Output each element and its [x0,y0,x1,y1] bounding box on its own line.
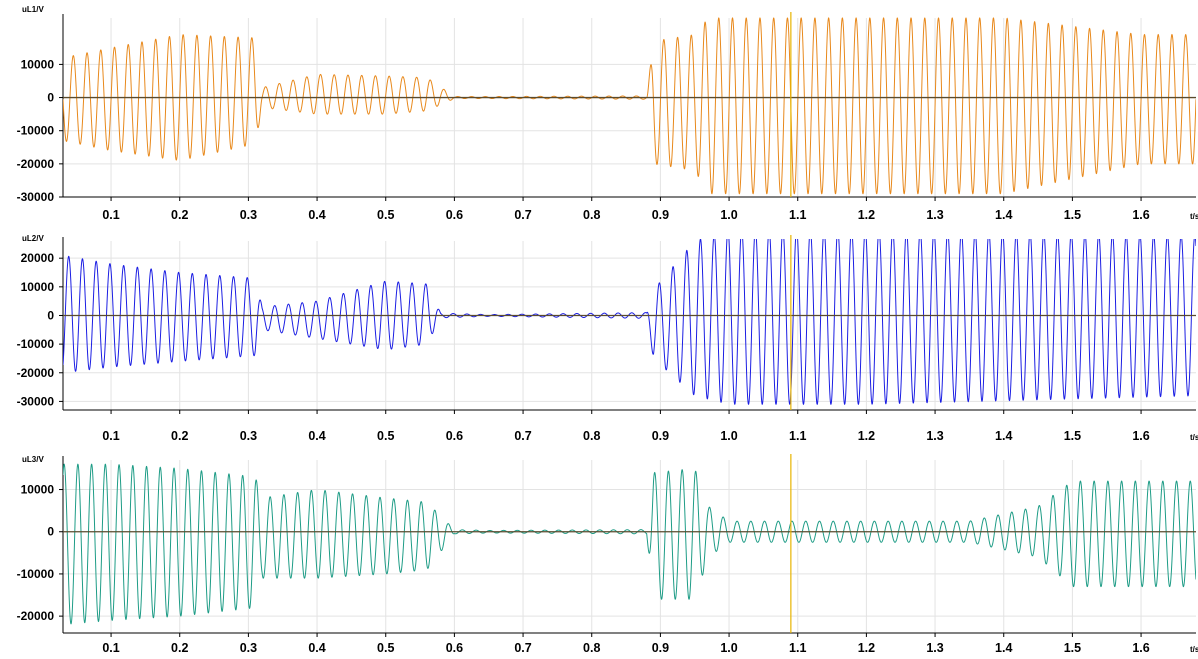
y-tick-label: 0 [47,525,54,539]
y-tick-label: -20000 [17,366,55,380]
y-tick-label: -10000 [17,567,55,581]
x-tick-label: 1.3 [926,429,943,443]
x-axis-label: t/s [1190,212,1198,221]
x-tick-label: 1.0 [720,641,737,655]
x-tick-label: 0.9 [652,429,669,443]
x-axis-label: t/s [1190,645,1198,654]
series-line-1 [63,239,1196,406]
y-tick-label: -10000 [17,337,55,351]
x-tick-label: 1.4 [995,641,1012,655]
series-line-1 [63,463,1196,625]
x-tick-label: 0.2 [171,641,188,655]
x-tick-label: 0.9 [652,641,669,655]
y-tick-label: -20000 [17,157,55,171]
y-tick-label: 10000 [21,280,55,294]
x-tick-label: 0.8 [583,429,600,443]
x-tick-label: 0.6 [446,429,463,443]
x-tick-label: 1.6 [1132,208,1149,222]
x-tick-label: 1.0 [720,429,737,443]
x-tick-label: 1.2 [858,208,875,222]
x-tick-label: 1.5 [1064,641,1081,655]
y-tick-label: -30000 [17,394,55,408]
x-tick-label: 0.2 [171,208,188,222]
x-tick-label: 0.1 [102,208,119,222]
x-tick-label: 0.5 [377,641,394,655]
x-tick-label: 0.4 [308,208,325,222]
y-axis-label: uL2/V [22,234,44,243]
x-tick-label: 0.1 [102,429,119,443]
x-tick-label: 0.3 [240,429,257,443]
y-tick-label: 20000 [21,251,55,265]
x-tick-label: 0.7 [514,641,531,655]
x-tick-label: 0.1 [102,641,119,655]
x-tick-label: 0.5 [377,208,394,222]
x-tick-label: 0.8 [583,641,600,655]
x-tick-label: 0.5 [377,429,394,443]
y-tick-label: 0 [47,91,54,105]
x-tick-label: 1.5 [1064,429,1081,443]
x-tick-label: 1.3 [926,208,943,222]
x-tick-label: 1.4 [995,429,1012,443]
x-tick-label: 1.3 [926,641,943,655]
x-tick-label: 0.7 [514,208,531,222]
y-tick-label: 10000 [21,483,55,497]
x-tick-label: 0.6 [446,641,463,655]
x-tick-label: 1.6 [1132,429,1149,443]
x-tick-label: 0.8 [583,208,600,222]
y-tick-label: 0 [47,308,54,322]
x-tick-label: 0.7 [514,429,531,443]
y-tick-label: -10000 [17,124,55,138]
y-axis-label: uL1/V [22,5,44,14]
x-tick-label: 0.6 [446,208,463,222]
x-tick-label: 0.4 [308,641,325,655]
x-tick-label: 0.9 [652,208,669,222]
chart-panel-1: 10000 0 -10000 -20000 -30000 0.1 0.2 0.3 0.4 0.5 0… [17,5,1198,222]
series-line-1 [63,17,1196,195]
y-axis-label: uL3/V [22,455,44,464]
x-tick-label: 1.1 [789,429,806,443]
x-tick-label: 0.3 [240,208,257,222]
x-tick-label: 0.2 [171,429,188,443]
x-axis-label: t/s [1190,433,1198,442]
x-tick-label: 1.2 [858,429,875,443]
x-tick-label: 1.4 [995,208,1012,222]
x-tick-label: 1.5 [1064,208,1081,222]
x-tick-label: 1.6 [1132,641,1149,655]
x-tick-label: 1.2 [858,641,875,655]
y-tick-label: 10000 [21,57,55,71]
y-tick-label: -20000 [17,609,55,623]
y-tick-label: -30000 [17,190,55,204]
x-tick-label: 1.1 [789,208,806,222]
x-tick-label: 0.4 [308,429,325,443]
chart-panel-2: 20000 10000 0 -10000 -20000 -30000 0.1 0.2 0.3 0.… [17,234,1198,443]
x-tick-label: 1.0 [720,208,737,222]
chart-panel-3: 10000 0 -10000 -20000 0.1 0.2 0.3 0.4 0.5 0.6 0.7 0… [17,454,1198,655]
x-tick-label: 0.3 [240,641,257,655]
x-tick-label: 1.1 [789,641,806,655]
